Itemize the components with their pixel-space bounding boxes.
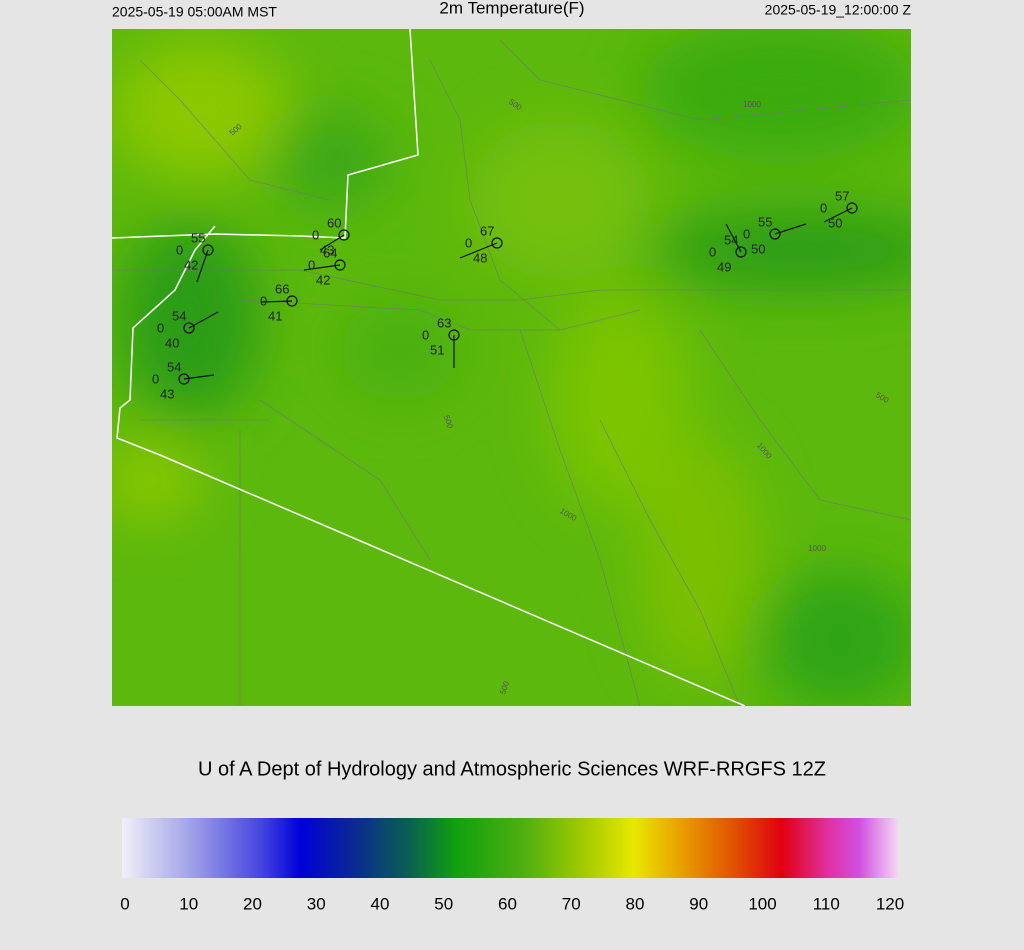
dewpoint: 41: [268, 308, 282, 323]
wind-speed: 0: [465, 235, 472, 250]
wind-speed: 0: [743, 226, 750, 241]
valid-local: 2025-05-19 05:00AM MST: [112, 4, 277, 20]
station-circle: [334, 259, 346, 271]
dewpoint: 49: [717, 259, 731, 274]
dewpoint: 42: [184, 257, 198, 272]
wind-speed: 0: [820, 200, 827, 215]
colorbar-tick-label: 20: [243, 894, 262, 913]
temperature: 54: [172, 308, 186, 323]
station-circle: [183, 322, 195, 334]
station-circle: [338, 229, 350, 241]
station: 66 041: [260, 281, 298, 323]
station: 63 051: [422, 315, 460, 368]
wind-speed: 0: [157, 320, 164, 335]
dewpoint: 50: [828, 215, 842, 230]
temperature: 54: [724, 232, 738, 247]
dewpoint: 43: [320, 242, 334, 257]
wind-speed: 0: [260, 293, 267, 308]
colorbar-tick-label: 0: [120, 894, 129, 913]
temperature: 55: [191, 230, 205, 245]
colorbar-tick-label: 70: [562, 894, 581, 913]
station-circle: [286, 295, 298, 307]
wind-barb: [196, 249, 209, 283]
temperature: 67: [480, 223, 494, 238]
colorbar-tick-label: 90: [689, 894, 708, 913]
wind-barb: [459, 242, 498, 259]
colorbar-tick-label: 110: [813, 894, 840, 913]
station-plots: 5504254040540436604160043640426704863051…: [152, 188, 858, 401]
wind-speed: 0: [312, 227, 319, 242]
wind-speed: 0: [709, 244, 716, 259]
station: 54 040: [157, 308, 219, 350]
colorbar-tick-label: 120: [876, 894, 904, 913]
map-title: 2m Temperature(F): [439, 0, 584, 17]
station-circle: [448, 329, 460, 341]
dewpoint: 48: [473, 250, 487, 265]
colorbar-tick-label: 40: [371, 894, 390, 913]
colorbar-ticks: 0 10 20 30 40 50 60 70 80 90 100 110 120: [120, 894, 904, 913]
station-circle: [202, 244, 214, 256]
station: 55 042: [176, 230, 214, 283]
colorbar: [122, 818, 898, 878]
wind-speed: 0: [422, 327, 429, 342]
credit: U of A Dept of Hydrology and Atmospheric…: [198, 758, 826, 780]
temperature: 55: [758, 214, 772, 229]
contour-label: 500: [498, 680, 511, 696]
colorbar-tick-label: 60: [498, 894, 517, 913]
station-circle: [769, 228, 781, 240]
station-circle: [735, 246, 747, 258]
dewpoint: 42: [316, 272, 330, 287]
dewpoint: 43: [160, 386, 174, 401]
roads: [112, 39, 911, 706]
station: 67 048: [459, 223, 503, 265]
contour-label: 500: [442, 414, 455, 430]
station: 64 042: [303, 245, 346, 287]
station: 57 050: [820, 188, 858, 230]
dewpoint: 50: [751, 241, 765, 256]
wind-barb: [303, 264, 341, 271]
temperature: 54: [167, 359, 181, 374]
dewpoint: 40: [165, 335, 179, 350]
wind-speed: 0: [176, 242, 183, 257]
temperature: 63: [437, 315, 451, 330]
contour-label: 1000: [743, 100, 761, 109]
station: 54 043: [152, 359, 215, 401]
contour-label: 1000: [808, 544, 826, 553]
colorbar-tick-label: 100: [748, 894, 776, 913]
wind-speed: 0: [308, 257, 315, 272]
station-circle: [491, 237, 503, 249]
temperature: 64: [323, 245, 337, 260]
station-circle: [846, 202, 858, 214]
temperature: 66: [275, 281, 289, 296]
colorbar-tick-label: 80: [626, 894, 645, 913]
station-circle: [178, 373, 190, 385]
valid-utc: 2025-05-19_12:00:00 Z: [765, 2, 912, 18]
colorbar-tick-label: 10: [179, 894, 198, 913]
dewpoint: 51: [430, 342, 444, 357]
temperature: 57: [835, 188, 849, 203]
station: 60 043: [312, 215, 350, 257]
station: 55 050: [743, 214, 807, 256]
colorbar-tick-label: 50: [434, 894, 453, 913]
colorbar-tick-label: 30: [307, 894, 326, 913]
wind-speed: 0: [152, 371, 159, 386]
temperature: 60: [327, 215, 341, 230]
